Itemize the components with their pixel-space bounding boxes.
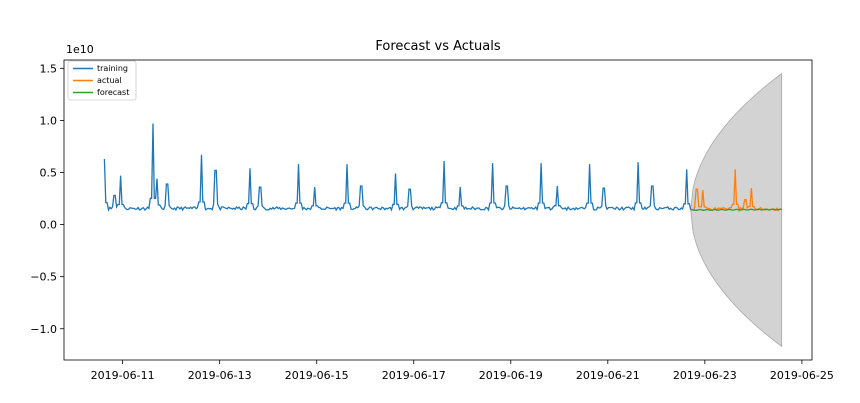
x-tick-label: 2019-06-23 bbox=[673, 369, 737, 382]
y-tick-label: −1.0 bbox=[30, 323, 57, 336]
x-tick-label: 2019-06-11 bbox=[91, 369, 155, 382]
x-tick-label: 2019-06-15 bbox=[285, 369, 349, 382]
series-line-training bbox=[103, 123, 692, 212]
axes: −1.0 −0.5 0.0 0.5 1.0 1.5 2019-06-11 2019-06-13… bbox=[30, 59, 834, 382]
legend-label-training: training bbox=[97, 64, 128, 73]
x-tick-label: 2019-06-19 bbox=[479, 369, 543, 382]
legend-label-actual: actual bbox=[97, 76, 122, 85]
plot-area bbox=[103, 72, 783, 348]
legend-box bbox=[67, 60, 137, 101]
confidence-band bbox=[690, 72, 783, 348]
y-tick-label: −0.5 bbox=[30, 271, 57, 284]
legend-label-forecast: forecast bbox=[97, 88, 129, 97]
chart-title: Forecast vs Actuals bbox=[375, 39, 500, 54]
legend: training actual forecast bbox=[67, 60, 137, 101]
x-tick-label: 2019-06-13 bbox=[188, 369, 252, 382]
x-tick-label: 2019-06-21 bbox=[576, 369, 640, 382]
x-tick-label: 2019-06-17 bbox=[382, 369, 446, 382]
y-tick-label: 0.5 bbox=[40, 167, 58, 180]
series-line-forecast bbox=[690, 208, 782, 211]
axes-frame bbox=[63, 59, 813, 361]
x-tick-label: 2019-06-25 bbox=[770, 369, 834, 382]
y-offset-label: 1e10 bbox=[66, 43, 94, 56]
y-tick-label: 0.0 bbox=[40, 219, 58, 232]
y-tick-label: 1.0 bbox=[40, 114, 58, 127]
y-tick-label: 1.5 bbox=[40, 62, 58, 75]
